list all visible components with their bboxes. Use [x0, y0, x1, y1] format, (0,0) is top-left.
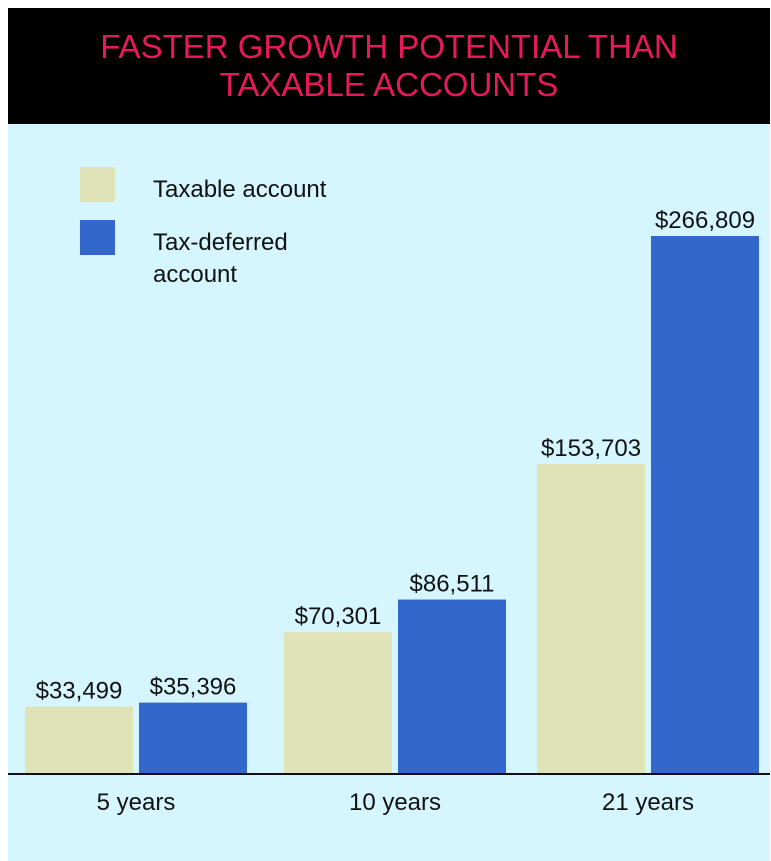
legend-swatch-taxable	[80, 167, 115, 202]
value-label-tax-deferred-2: $86,511	[410, 571, 495, 598]
value-label-taxable-1: $33,499	[36, 677, 123, 704]
bar-tax-deferred-1	[139, 702, 247, 774]
chart-title: FASTER GROWTH POTENTIAL THAN TAXABLE ACC…	[100, 28, 678, 103]
bar-tax-deferred-3	[651, 236, 759, 774]
bar-taxable-3	[537, 464, 645, 774]
value-label-taxable-3: $153,703	[541, 435, 641, 462]
category-label-1: 5 years	[97, 789, 176, 816]
legend-swatch-tax-deferred	[80, 220, 115, 255]
value-label-taxable-2: $70,301	[295, 603, 382, 630]
bar-taxable-2	[284, 632, 392, 774]
bar-tax-deferred-2	[398, 599, 506, 774]
legend-label-tax-deferred: Tax-deferred account	[153, 229, 288, 288]
category-label-2: 10 years	[349, 789, 441, 816]
legend-label-taxable: Taxable account	[153, 176, 327, 203]
category-label-3: 21 years	[602, 789, 694, 816]
value-label-tax-deferred-3: $266,809	[655, 207, 755, 234]
value-label-tax-deferred-1: $35,396	[150, 674, 237, 701]
bar-taxable-1	[25, 706, 133, 774]
title-banner: FASTER GROWTH POTENTIAL THAN TAXABLE ACC…	[8, 8, 770, 124]
